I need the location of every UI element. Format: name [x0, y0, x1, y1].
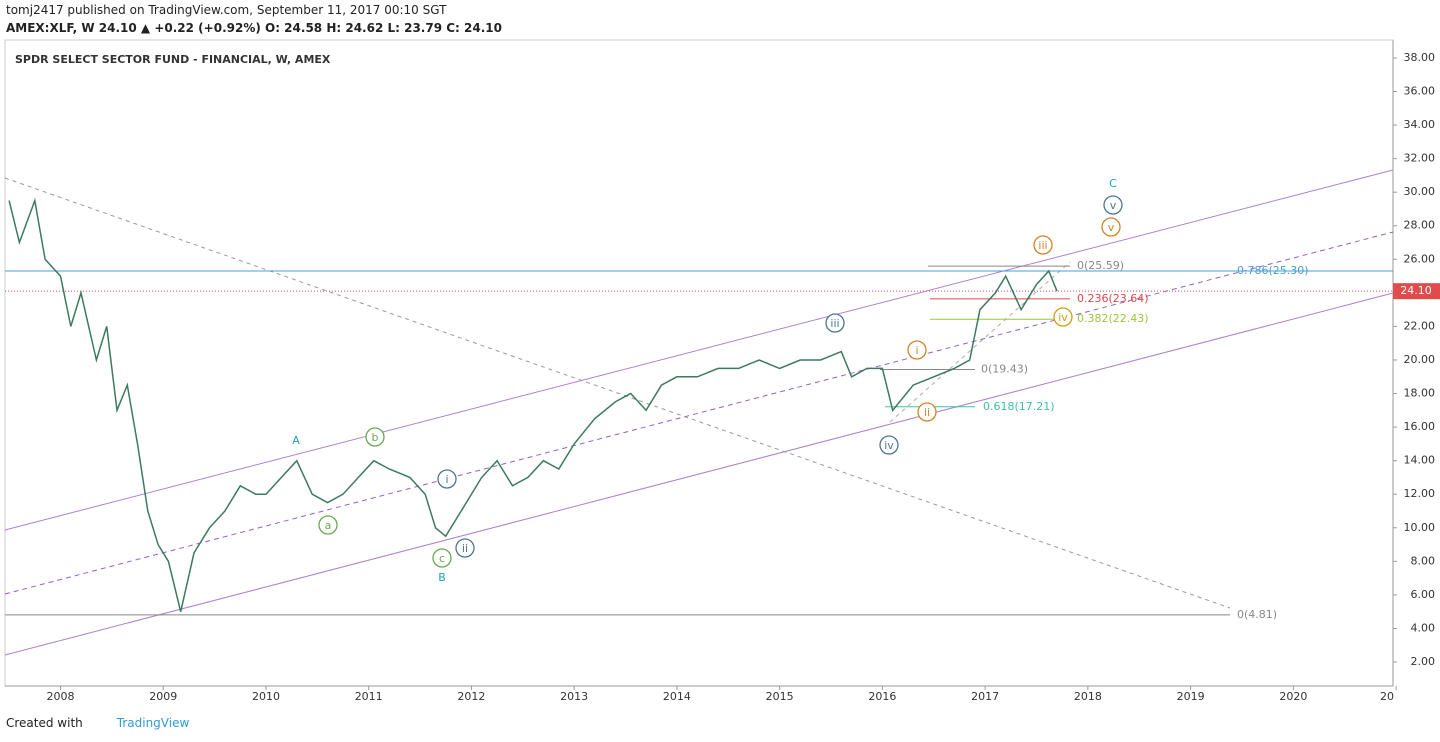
- wave-label: v: [1110, 199, 1117, 212]
- wave-circle: [907, 340, 927, 360]
- x-tick-label: 2011: [355, 690, 383, 703]
- wave-label: ii: [462, 542, 468, 555]
- wave-circle: [1101, 217, 1121, 237]
- y-tick-label: 16.00: [1404, 420, 1436, 433]
- channel-upper: [4, 169, 1394, 531]
- y-tick-label: 38.00: [1404, 51, 1436, 64]
- y-tick-label: 22.00: [1404, 319, 1436, 332]
- wave-label: i: [915, 344, 918, 357]
- y-tick-label: 28.00: [1404, 219, 1436, 232]
- symbol-info: AMEX:XLF, W 24.10 ▲ +0.22 (+0.92%) O: 24…: [6, 21, 502, 35]
- publish-info: tomj2417 published on TradingView.com, S…: [6, 3, 447, 17]
- x-tick-label: 2010: [252, 690, 280, 703]
- wave-label: iv: [1058, 311, 1068, 324]
- wave-circle: [825, 313, 845, 333]
- wave-label: b: [372, 431, 379, 444]
- x-tick-label: 2018: [1074, 690, 1102, 703]
- wave-circle: [455, 538, 475, 558]
- y-tick-label: 18.00: [1404, 387, 1436, 400]
- x-tick-label: 2014: [663, 690, 691, 703]
- fib-label: 0.236(23.64): [1077, 292, 1149, 305]
- brand: TradingView: [116, 716, 190, 730]
- wave-circle: [917, 402, 937, 422]
- fib-label: 0.618(17.21): [983, 400, 1055, 413]
- wave-circle: [1033, 235, 1053, 255]
- x-tick-label: 2012: [457, 690, 485, 703]
- channel-lower: [4, 292, 1394, 656]
- y-tick-label: 8.00: [1411, 554, 1436, 567]
- wave-label: a: [325, 519, 332, 532]
- x-tick-label: 2019: [1177, 690, 1205, 703]
- fib-label: 0(25.59): [1077, 259, 1124, 272]
- y-tick-label: 36.00: [1404, 85, 1436, 98]
- wave-label: iii: [830, 317, 839, 330]
- wave-label: B: [438, 571, 446, 584]
- wave-circle: [318, 515, 338, 535]
- wave-label: c: [439, 552, 445, 565]
- x-tick-label: 2009: [149, 690, 177, 703]
- wave-circle: [365, 427, 385, 447]
- price-line: [8, 197, 1058, 612]
- y-tick-label: 10.00: [1404, 521, 1436, 534]
- y-tick-label: 14.00: [1404, 454, 1436, 467]
- y-tick-label: 26.00: [1404, 252, 1436, 265]
- x-tick-label: 2008: [46, 690, 74, 703]
- y-tick-label: 20.00: [1404, 353, 1436, 366]
- y-tick-label: 2.00: [1411, 655, 1436, 668]
- trend-dashed: [4, 177, 1231, 609]
- created-with: Created with: [6, 716, 83, 730]
- x-tick-label: 20: [1380, 690, 1394, 703]
- plot-frame: [4, 39, 1394, 687]
- wave-label: i: [445, 473, 448, 486]
- wave-label: ii: [924, 406, 930, 419]
- x-tick-label: 2016: [868, 690, 896, 703]
- fib-label: 0.786(25.30): [1237, 264, 1309, 277]
- y-tick-label: 6.00: [1411, 588, 1436, 601]
- wave-label: A: [292, 434, 300, 447]
- footer: Created with TradingView: [6, 716, 189, 730]
- x-tick-label: 2013: [560, 690, 588, 703]
- channel-mid: [4, 231, 1394, 595]
- x-tick-label: 2015: [766, 690, 794, 703]
- chart-title: SPDR SELECT SECTOR FUND - FINANCIAL, W, …: [15, 53, 331, 66]
- fib-dashed: [889, 261, 1071, 423]
- y-tick-label: 30.00: [1404, 185, 1436, 198]
- x-tick-label: 2017: [971, 690, 999, 703]
- price-tag-label: 24.10: [1400, 284, 1432, 297]
- fib-label: 0.382(22.43): [1077, 312, 1149, 325]
- price-tag: [1393, 283, 1440, 300]
- wave-circle: [437, 469, 457, 489]
- wave-label: C: [1109, 177, 1117, 190]
- wave-label: iv: [884, 439, 894, 452]
- y-tick-label: 12.00: [1404, 487, 1436, 500]
- fib-label: 0(19.43): [981, 363, 1028, 376]
- fib-label: 0(4.81): [1237, 608, 1277, 621]
- y-tick-label: 34.00: [1404, 118, 1436, 131]
- wave-label: iii: [1038, 239, 1047, 252]
- wave-circle: [432, 548, 452, 568]
- wave-label: v: [1108, 221, 1115, 234]
- wave-circle: [1103, 195, 1123, 215]
- y-tick-label: 4.00: [1411, 621, 1436, 634]
- y-tick-label: 32.00: [1404, 152, 1436, 165]
- wave-circle: [1053, 307, 1073, 327]
- wave-circle: [879, 435, 899, 455]
- x-tick-label: 2020: [1279, 690, 1307, 703]
